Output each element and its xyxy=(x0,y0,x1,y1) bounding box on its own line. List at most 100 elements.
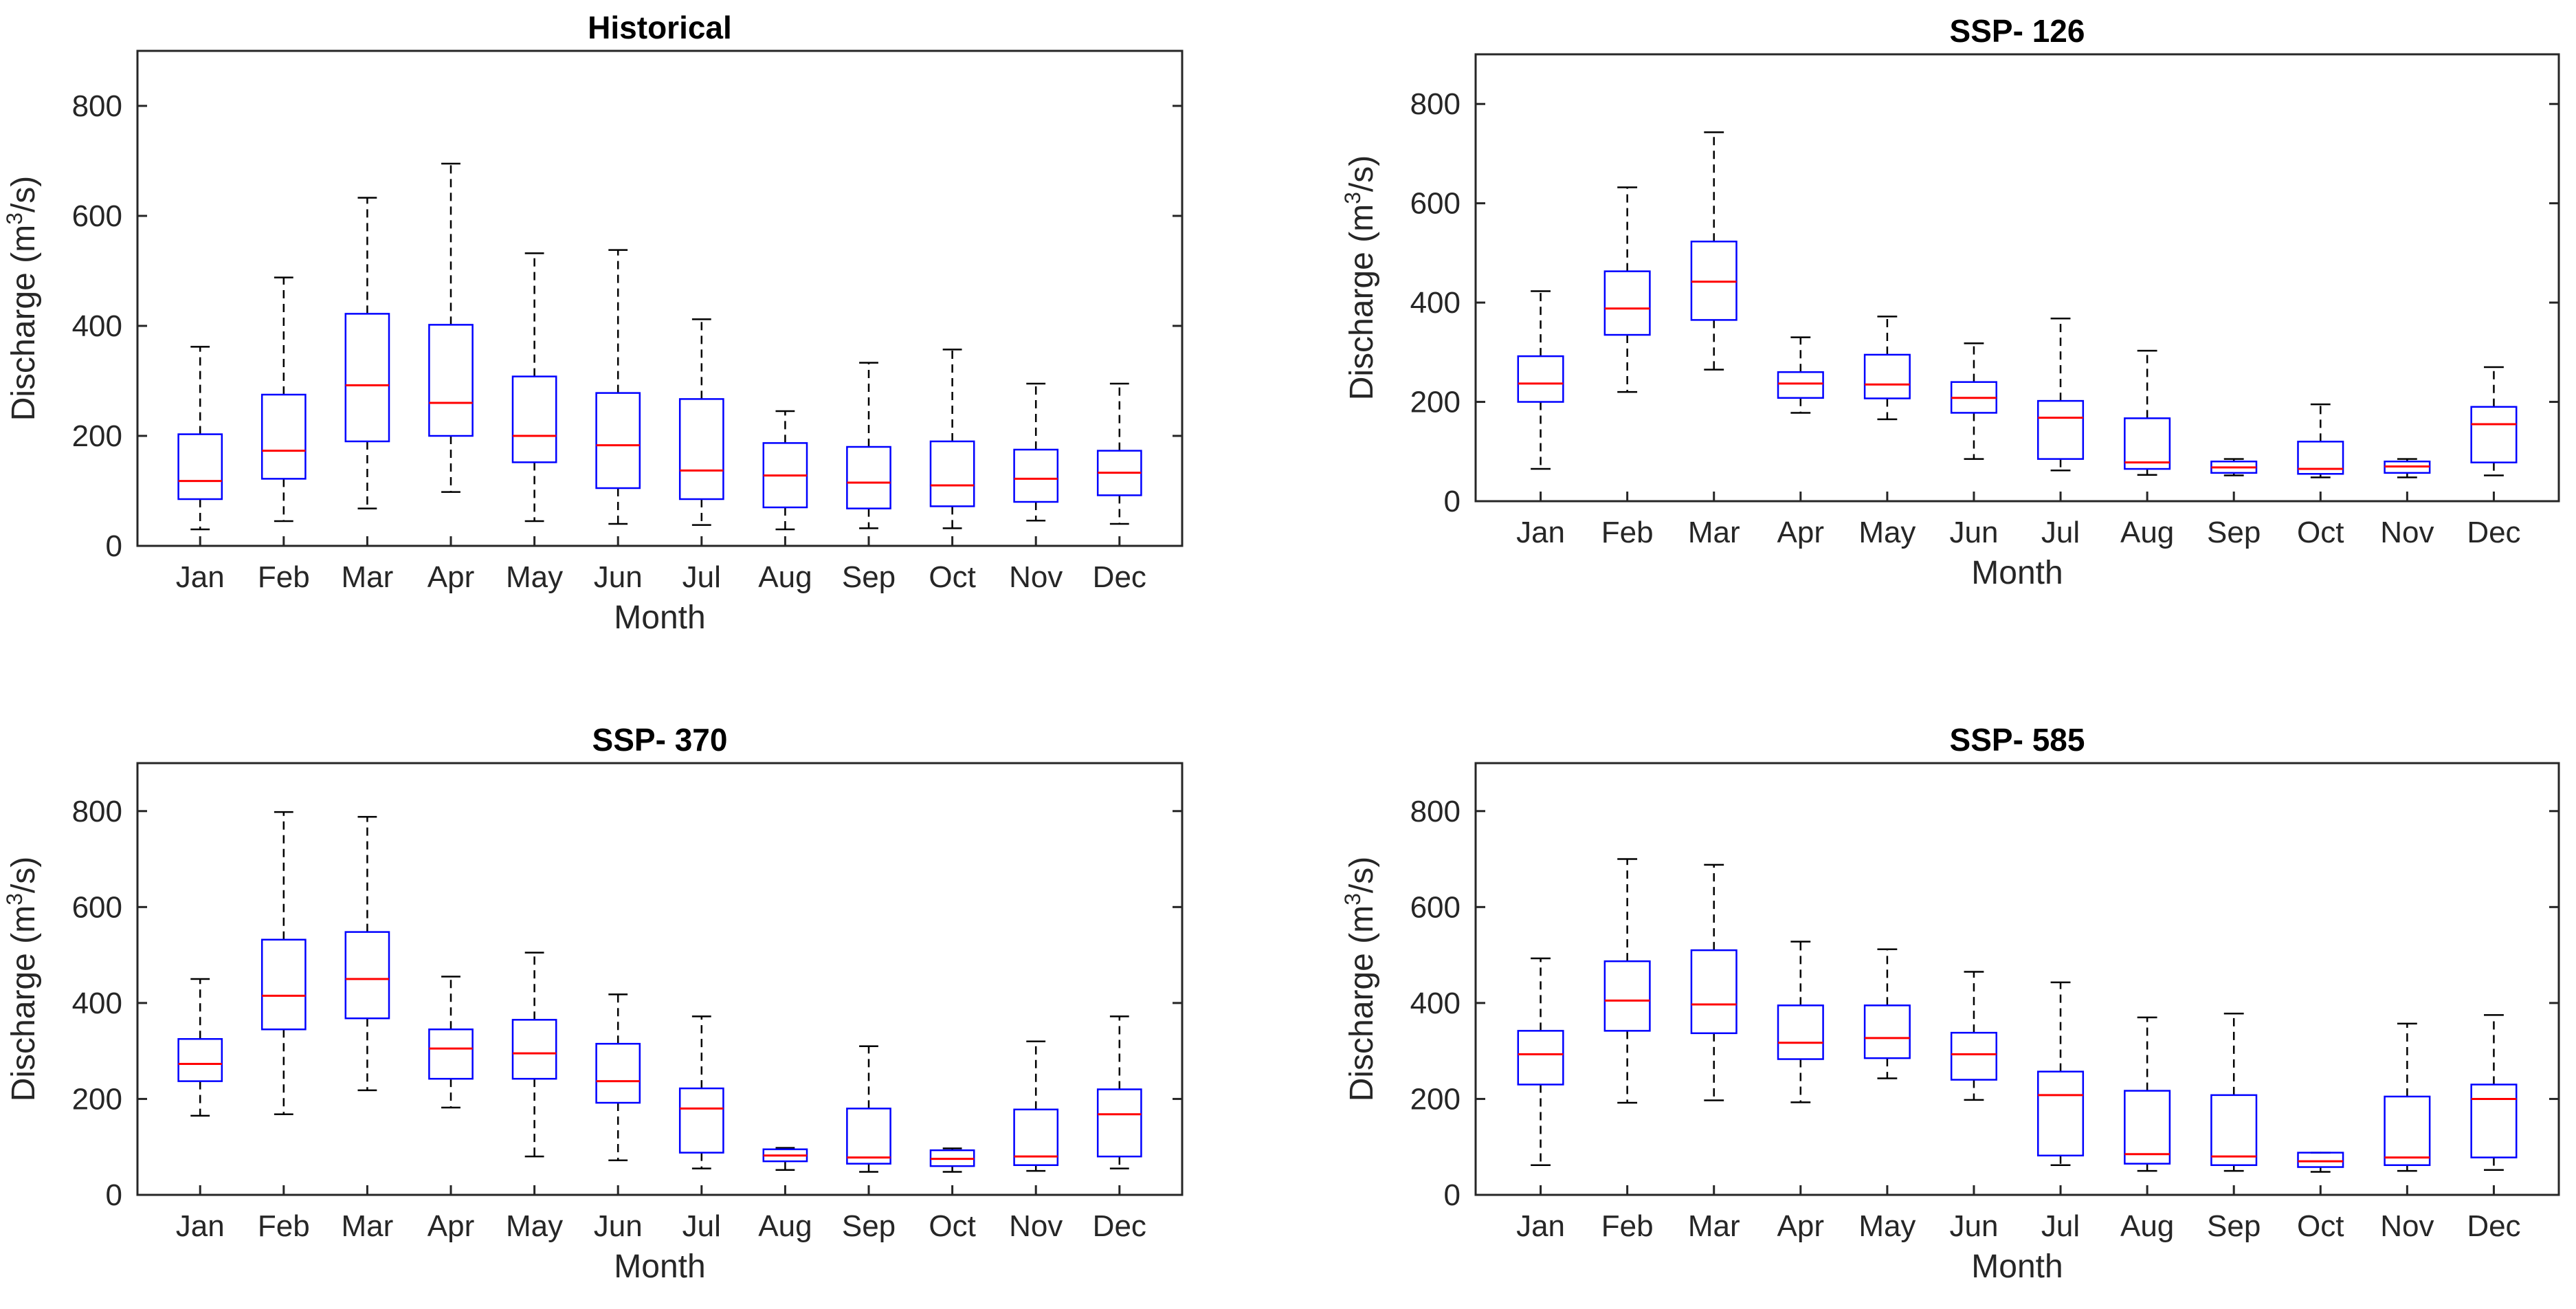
chart-panel-3: SSP- 370 0 200 400 600 800 Discharge (m3/s) Mon… xyxy=(2,722,1184,1285)
box-jan xyxy=(177,978,223,1117)
chart-panel-1: Historical 0 200 400 600 800 Discharge (m3/s) M… xyxy=(2,10,1184,636)
y-tick-label: 800 xyxy=(1410,795,1461,828)
x-axis-label: Month xyxy=(1971,555,2063,591)
iqr-box xyxy=(177,433,223,500)
iqr-box xyxy=(2124,417,2171,470)
chart-panel-2: SSP- 126 0 200 400 600 800 Discharge (m3/s) Mon… xyxy=(1340,13,2560,591)
box-feb xyxy=(260,811,307,1116)
box-oct xyxy=(2297,403,2344,478)
iqr-box xyxy=(1690,949,1737,1035)
box-jan xyxy=(1517,957,1564,1166)
box-sep xyxy=(2210,458,2258,476)
box-dec xyxy=(1096,382,1142,525)
iqr-box xyxy=(929,440,975,507)
x-tick-label: May xyxy=(1858,516,1916,549)
box-mar xyxy=(344,197,390,509)
iqr-box xyxy=(1863,1004,1911,1059)
chart-title: SSP- 370 xyxy=(592,722,728,758)
box-nov xyxy=(2384,1022,2431,1172)
iqr-box xyxy=(1096,1088,1142,1158)
box-mar xyxy=(344,815,390,1092)
x-tick-label: Aug xyxy=(758,560,812,594)
box-jan xyxy=(177,346,223,531)
chart-title: Historical xyxy=(588,10,732,45)
box-sep xyxy=(846,1045,891,1173)
iqr-box xyxy=(2470,406,2518,463)
box-apr xyxy=(1777,336,1824,414)
iqr-box xyxy=(2210,1094,2258,1166)
box-dec xyxy=(2470,1014,2518,1171)
y-tick-label: 400 xyxy=(72,309,122,343)
y-tick-label: 600 xyxy=(72,199,122,233)
box-jun xyxy=(1950,342,1997,460)
x-tick-label: Jan xyxy=(1516,1209,1565,1243)
iqr-box xyxy=(344,931,390,1020)
x-tick-label: Nov xyxy=(1009,560,1063,594)
y-tick-label: 200 xyxy=(1410,386,1461,419)
box-nov xyxy=(1013,382,1059,522)
y-axis-label: Discharge (m3/s) xyxy=(2,176,42,421)
y-tick-label: 400 xyxy=(72,987,122,1020)
x-tick-label: Feb xyxy=(258,1209,310,1243)
box-aug xyxy=(762,1147,808,1171)
y-axis-label: Discharge (m3/s) xyxy=(2,857,42,1102)
chart-title: SSP- 126 xyxy=(1950,13,2085,49)
box-jun xyxy=(595,249,641,525)
y-tick-label: 800 xyxy=(1410,87,1461,121)
x-tick-label: May xyxy=(506,1209,563,1243)
x-tick-label: Apr xyxy=(1777,1209,1824,1243)
y-tick-label: 200 xyxy=(72,1082,122,1116)
x-tick-label: Sep xyxy=(842,560,896,594)
y-tick-label: 0 xyxy=(1444,1178,1461,1212)
iqr-box xyxy=(595,1042,641,1104)
box-dec xyxy=(2470,366,2518,476)
x-tick-label: Apr xyxy=(428,560,474,594)
iqr-box xyxy=(1603,270,1651,336)
x-axis-label: Month xyxy=(1971,1248,2063,1285)
x-tick-label: Oct xyxy=(929,560,975,594)
x-tick-label: Feb xyxy=(1601,1209,1654,1243)
y-tick-label: 600 xyxy=(1410,187,1461,221)
iqr-box xyxy=(1777,1004,1824,1060)
x-tick-label: Dec xyxy=(2467,1209,2520,1243)
y-tick-label: 400 xyxy=(1410,987,1461,1020)
x-tick-label: Mar xyxy=(1688,1209,1740,1243)
x-tick-label: Jul xyxy=(2041,516,2080,549)
y-tick-label: 800 xyxy=(72,89,122,123)
x-axis-label: Month xyxy=(614,600,705,636)
box-jul xyxy=(678,1015,724,1169)
x-tick-label: Feb xyxy=(258,560,310,594)
x-tick-label: Oct xyxy=(929,1209,975,1243)
x-tick-label: Jul xyxy=(2041,1209,2080,1243)
box-feb xyxy=(260,276,307,522)
x-tick-label: Jun xyxy=(594,1209,643,1243)
box-oct xyxy=(2297,1152,2344,1173)
x-tick-label: Apr xyxy=(1777,516,1824,549)
x-tick-label: Mar xyxy=(1688,516,1740,549)
x-tick-label: Aug xyxy=(2120,1209,2174,1243)
box-aug xyxy=(2124,1016,2171,1172)
iqr-box xyxy=(1603,960,1651,1032)
y-tick-label: 200 xyxy=(1410,1082,1461,1116)
iqr-box xyxy=(2037,1070,2085,1157)
chart-title: SSP- 585 xyxy=(1950,722,2085,758)
box-jul xyxy=(2037,317,2085,472)
iqr-box xyxy=(2037,399,2085,460)
y-tick-label: 200 xyxy=(72,419,122,453)
iqr-box xyxy=(260,393,307,480)
x-tick-label: Oct xyxy=(2297,516,2344,549)
y-tick-label: 400 xyxy=(1410,286,1461,320)
x-tick-label: Jun xyxy=(1949,1209,1998,1243)
box-may xyxy=(511,952,557,1158)
box-may xyxy=(511,252,557,522)
box-sep xyxy=(2210,1012,2258,1172)
iqr-box xyxy=(344,313,390,443)
iqr-box xyxy=(1517,1030,1564,1086)
x-axis-label: Month xyxy=(614,1248,705,1285)
iqr-box xyxy=(2297,1152,2344,1168)
box-aug xyxy=(762,410,808,531)
box-apr xyxy=(428,162,474,493)
iqr-box xyxy=(2470,1084,2518,1158)
iqr-box xyxy=(678,398,724,500)
